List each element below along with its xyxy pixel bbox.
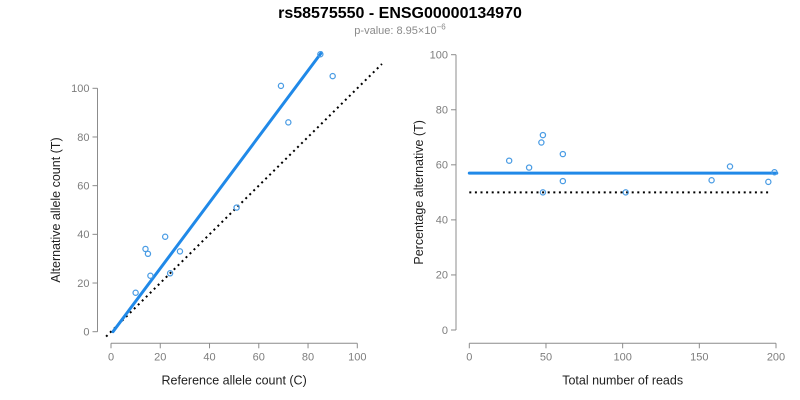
y-tick-label: 20 [436,270,448,282]
y-axis-title: Alternative allele count (T) [49,137,63,282]
fit-line [111,51,323,334]
pvalue-text: p-value: 8.95×10 [354,25,437,37]
data-point [539,189,547,196]
data-point [505,157,513,164]
y-tick-label: 100 [71,83,89,95]
x-tick-label: 60 [253,351,265,363]
data-point [147,272,154,279]
pvalue-exponent: −6 [436,22,446,32]
data-point [525,164,533,171]
y-tick-label: 80 [436,105,448,117]
data-point [539,131,547,139]
y-tick-label: 40 [77,229,89,241]
data-point [277,82,285,90]
figure-title: rs58575550 - ENSG00000134970 [278,5,522,22]
x-tick-label: 20 [154,351,166,363]
x-tick-label: 0 [108,351,114,363]
data-point [771,169,778,176]
allele-count-scatter: 0 20 40 60 80 100 0 20 40 60 80 100 Reference allele… [49,50,383,388]
data-point [538,139,545,146]
y-axis-title: Percentage alternative (T) [412,120,426,265]
y-tick-label: 20 [77,278,89,290]
data-point [132,289,139,296]
x-axis-title: Total number of reads [562,374,683,388]
x-tick-label: 80 [302,351,314,363]
x-tick-label: 40 [203,351,215,363]
y-tick-label: 100 [430,50,448,62]
identity-line [105,63,383,338]
data-point [233,204,240,211]
data-point [622,189,629,196]
x-tick-label: 100 [613,351,631,363]
x-tick-label: 150 [690,351,708,363]
data-point [161,233,169,240]
data-point [765,178,772,186]
percentage-scatter: 0 50 100 150 200 0 20 40 60 80 100 Total number of … [412,50,785,388]
y-tick-label: 0 [442,325,448,337]
y-tick-label: 60 [436,160,448,172]
y-tick-label: 60 [77,180,89,192]
data-point [559,177,567,185]
figure-subtitle: p-value: 8.95×10−6 [0,22,800,37]
y-tick-label: 0 [83,327,89,339]
data-point [166,270,174,277]
data-point [329,72,336,80]
x-axis-title: Reference allele count (C) [162,374,307,388]
data-point [176,248,184,255]
data-point [144,250,152,258]
x-tick-label: 50 [540,351,552,363]
x-tick-label: 100 [348,351,366,363]
x-tick-label: 200 [767,351,785,363]
data-point [559,150,567,158]
data-point [317,50,324,58]
data-point [708,177,715,184]
data-point [726,163,734,170]
y-tick-label: 40 [436,215,448,227]
x-tick-label: 0 [466,351,472,363]
y-tick-label: 80 [77,132,89,144]
data-point [142,245,149,253]
data-point [285,119,292,126]
